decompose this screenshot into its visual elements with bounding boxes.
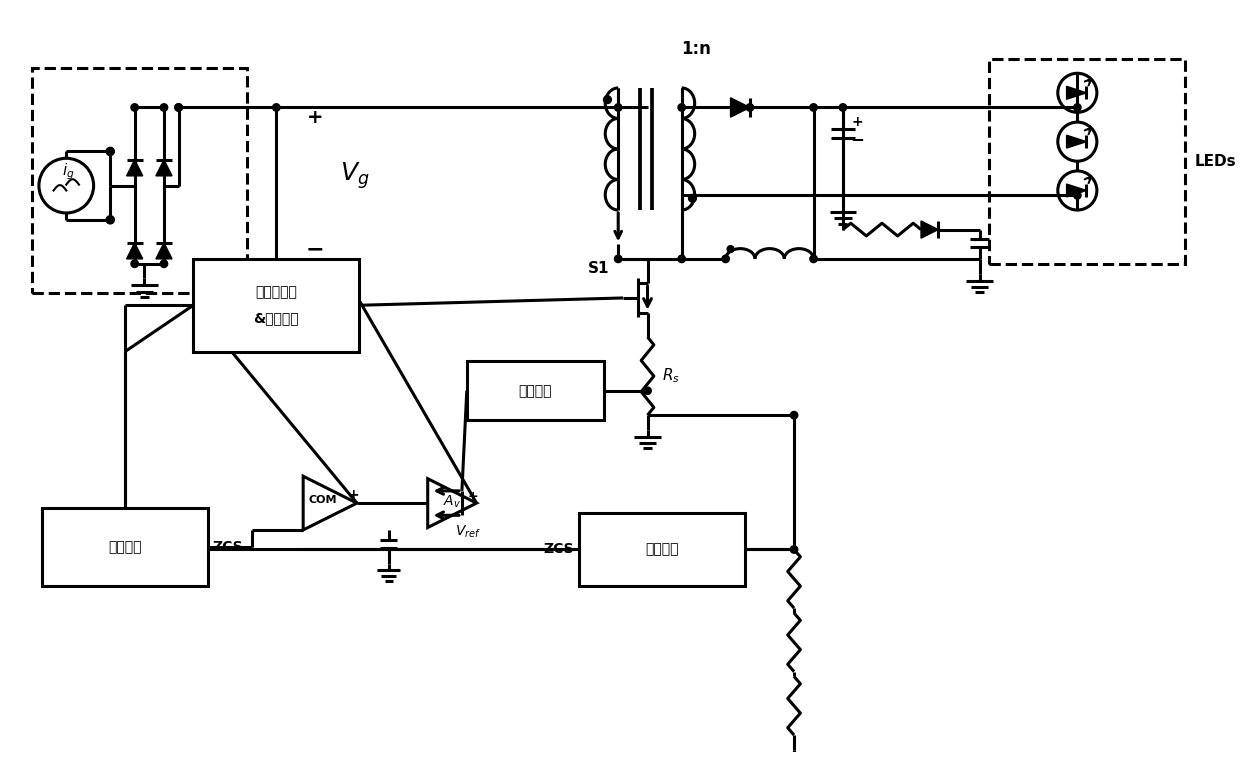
Polygon shape [126, 160, 143, 176]
Text: &逻辑驱动: &逻辑驱动 [253, 311, 299, 325]
Polygon shape [730, 98, 750, 117]
Text: −: − [306, 239, 325, 259]
Text: 过零检测: 过零检测 [108, 540, 141, 554]
Text: 采样电路: 采样电路 [645, 543, 680, 556]
Circle shape [175, 103, 182, 111]
Circle shape [175, 103, 182, 111]
Polygon shape [126, 243, 143, 259]
Circle shape [160, 103, 167, 111]
Polygon shape [156, 243, 172, 259]
Text: +: + [308, 108, 324, 127]
Circle shape [790, 412, 797, 419]
Polygon shape [1066, 184, 1086, 197]
Circle shape [1074, 103, 1081, 111]
Circle shape [644, 387, 651, 394]
Polygon shape [1066, 86, 1086, 99]
Bar [579, 513, 745, 586]
Circle shape [604, 96, 611, 103]
Text: −: − [851, 129, 864, 148]
Text: +: + [347, 489, 358, 502]
Circle shape [1074, 192, 1081, 199]
Text: 电流积分: 电流积分 [518, 384, 552, 398]
Circle shape [615, 103, 622, 111]
Text: 占空比调制: 占空比调制 [255, 285, 298, 300]
Circle shape [273, 103, 280, 111]
Bar [42, 508, 208, 586]
Circle shape [810, 103, 817, 111]
Text: +: + [852, 115, 863, 129]
Text: $i_g$: $i_g$ [62, 161, 74, 182]
Polygon shape [1066, 135, 1086, 148]
Text: $V_g$: $V_g$ [340, 161, 370, 191]
Circle shape [678, 103, 686, 111]
Circle shape [810, 255, 817, 263]
Text: 1:n: 1:n [682, 40, 712, 58]
Circle shape [746, 103, 754, 111]
Bar [466, 361, 604, 420]
Text: COM: COM [309, 495, 337, 505]
Circle shape [839, 103, 847, 111]
Circle shape [107, 148, 114, 155]
Bar [193, 259, 360, 352]
Text: $A_v$: $A_v$ [443, 494, 461, 511]
Text: $V_{ref}$: $V_{ref}$ [455, 523, 481, 540]
Text: ZCS: ZCS [543, 543, 574, 556]
Circle shape [790, 546, 797, 553]
Text: ZCS: ZCS [213, 540, 243, 554]
Circle shape [107, 215, 114, 224]
Circle shape [688, 194, 697, 202]
Circle shape [160, 260, 167, 267]
Circle shape [131, 260, 139, 267]
Circle shape [131, 103, 139, 111]
Circle shape [727, 246, 734, 253]
Circle shape [722, 255, 729, 263]
Text: S1: S1 [588, 261, 609, 276]
Bar [990, 59, 1184, 264]
Text: +: + [467, 490, 477, 503]
Polygon shape [156, 160, 172, 176]
Polygon shape [921, 221, 939, 238]
Circle shape [615, 255, 622, 263]
Text: LEDs: LEDs [1194, 154, 1236, 169]
Circle shape [678, 255, 686, 263]
Text: $R_s$: $R_s$ [662, 367, 680, 386]
Bar [32, 68, 247, 293]
